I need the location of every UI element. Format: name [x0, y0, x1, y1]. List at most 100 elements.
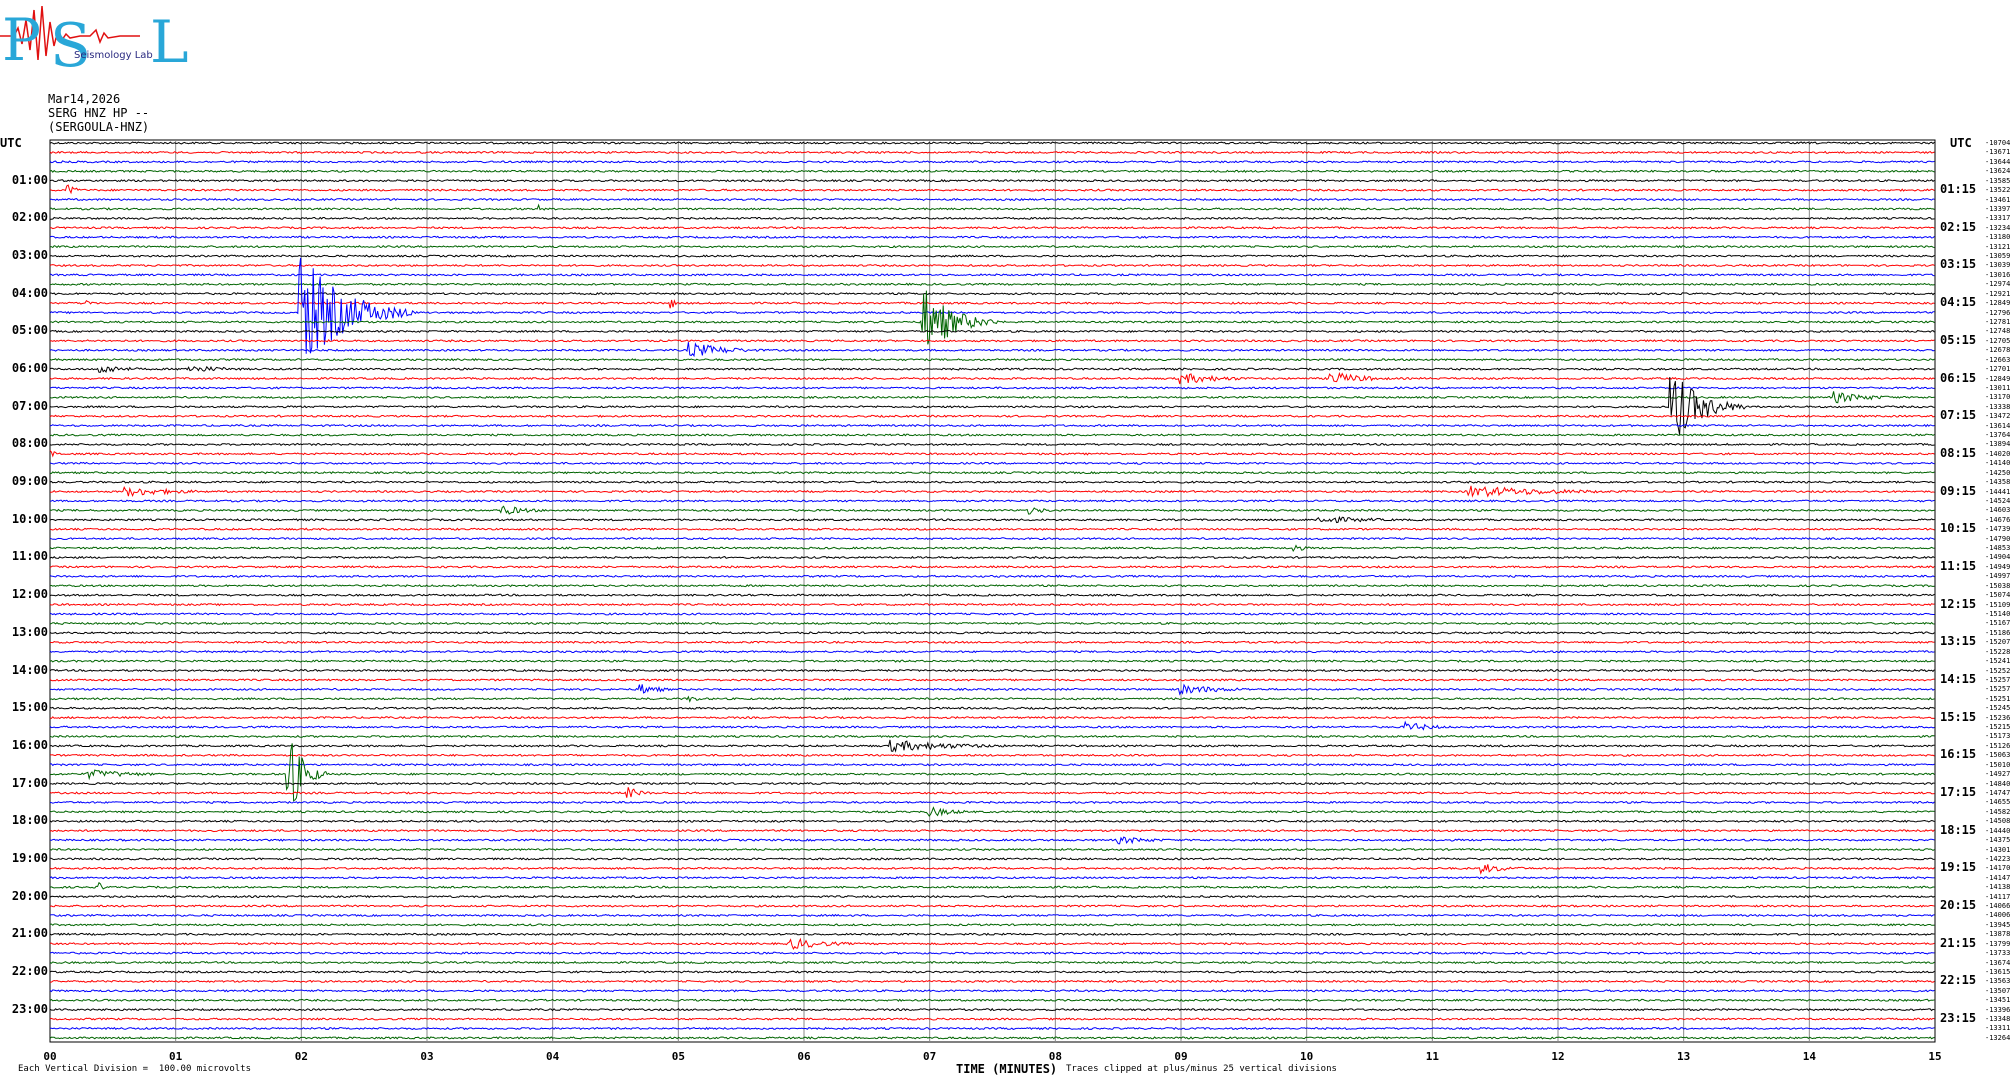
left-hour-tick: 15:00	[11, 700, 48, 715]
trace-row	[49, 290, 1935, 345]
trace-offset-value: -13016	[1985, 270, 2010, 279]
x-tick-label: 10	[1300, 1050, 1314, 1063]
trace-offset-value: -13945	[1985, 920, 2010, 929]
right-hour-tick: 01:15	[1940, 182, 1977, 197]
right-hour-tick: 13:15	[1940, 634, 1977, 649]
trace-row	[49, 371, 1935, 385]
trace-row	[49, 904, 1935, 908]
trace-offset-value: -15215	[1985, 723, 2010, 732]
x-tick-label: 09	[1174, 1050, 1188, 1063]
x-tick-label: 13	[1677, 1050, 1691, 1063]
trace-row	[49, 197, 1935, 202]
trace-row	[49, 235, 1935, 239]
trace-row	[49, 584, 1935, 588]
left-hour-tick: 16:00	[11, 737, 48, 752]
x-tick-label: 07	[923, 1050, 937, 1063]
trace-offset-value: -13264	[1985, 1033, 2010, 1042]
trace-offset-value: -14170	[1985, 864, 2010, 873]
trace-offset-value: -15063	[1985, 751, 2010, 760]
trace-row	[49, 739, 1935, 753]
trace-row	[49, 471, 1935, 475]
trace-offset-value: -13348	[1985, 1015, 2010, 1024]
trace-offset-value: -14375	[1985, 836, 2010, 845]
trace-row	[50, 226, 1935, 230]
trace-row	[49, 951, 1935, 955]
x-tick-label: 15	[1928, 1050, 1942, 1063]
trace-row	[49, 1036, 1935, 1040]
trace-offset-value: -14676	[1985, 515, 2010, 524]
trace-row	[49, 829, 1935, 833]
trace-row	[49, 1007, 1935, 1012]
trace-row	[49, 819, 1935, 823]
trace-offset-value: -13615	[1985, 967, 2010, 976]
trace-row	[49, 537, 1935, 541]
trace-offset-value: -12705	[1985, 336, 2010, 345]
trace-offset-value: -13234	[1985, 223, 2010, 232]
right-hour-tick: 05:15	[1940, 332, 1977, 347]
trace-row	[49, 970, 1935, 974]
trace-offset-value: -14853	[1985, 544, 2010, 553]
x-tick-label: 00	[43, 1050, 57, 1063]
trace-offset-value: -14949	[1985, 562, 2010, 571]
trace-offset-value: -14603	[1985, 506, 2010, 515]
right-hour-tick: 19:15	[1940, 860, 1977, 875]
right-hour-tick: 04:15	[1940, 295, 1977, 310]
trace-offset-value: -15251	[1985, 694, 2010, 703]
x-tick-label: 03	[420, 1050, 434, 1063]
trace-offset-value: -12678	[1985, 346, 2010, 355]
trace-row	[49, 998, 1935, 1002]
trace-row	[49, 433, 1935, 437]
trace-offset-value: -14582	[1985, 807, 2010, 816]
trace-offset-value: -14440	[1985, 826, 2010, 835]
left-hour-tick: 07:00	[11, 398, 48, 413]
trace-row	[49, 169, 1935, 173]
right-hour-tick: 15:15	[1940, 709, 1977, 724]
left-hour-tick: 08:00	[11, 436, 48, 451]
trace-row	[49, 414, 1935, 418]
trace-row	[49, 683, 1935, 696]
trace-offset-value: -14006	[1985, 911, 2010, 920]
trace-offset-value: -14066	[1985, 902, 2010, 911]
trace-row	[49, 753, 1935, 757]
trace-offset-value: -14301	[1985, 845, 2010, 854]
trace-row	[49, 1026, 1935, 1031]
right-hour-tick: 02:15	[1940, 219, 1977, 234]
left-hour-tick: 17:00	[11, 775, 48, 790]
trace-row	[49, 640, 1935, 644]
trace-row	[49, 989, 1935, 993]
vertical-division-note: Each Vertical Division = 100.00 microvol…	[18, 1064, 251, 1074]
trace-row	[49, 386, 1935, 390]
trace-row	[49, 485, 1935, 498]
trace-row	[49, 937, 1935, 950]
trace-row	[49, 150, 1935, 155]
right-hour-tick: 14:15	[1940, 671, 1977, 686]
left-hour-tick: 18:00	[11, 813, 48, 828]
x-axis-label: TIME (MINUTES)	[956, 1062, 1058, 1076]
trace-row	[49, 442, 1935, 447]
trace-offset-value: -13121	[1985, 242, 2010, 251]
trace-row	[49, 515, 1935, 524]
trace-offset-value: -15010	[1985, 760, 2010, 769]
trace-row	[49, 263, 1935, 268]
trace-offset-value: -14441	[1985, 487, 2010, 496]
logo-letter-s: S	[50, 11, 91, 72]
trace-row	[49, 881, 1935, 890]
left-hour-tick: 06:00	[11, 361, 48, 376]
trace-row	[49, 216, 1935, 221]
x-tick-label: 12	[1551, 1050, 1565, 1063]
trace-offset-value: -12663	[1985, 355, 2010, 364]
trace-offset-value: -12796	[1985, 308, 2010, 317]
right-hour-tick: 20:15	[1940, 898, 1977, 913]
trace-offset-value: -14508	[1985, 817, 2010, 826]
trace-offset-value: -12781	[1985, 317, 2010, 326]
logo-subtitle: Seismology Lab	[74, 50, 153, 61]
trace-offset-value: -14997	[1985, 572, 2010, 581]
trace-offset-value: -13878	[1985, 930, 2010, 939]
trace-row	[49, 376, 1935, 435]
trace-offset-value: -14904	[1985, 553, 2010, 562]
trace-offset-value: -15140	[1985, 610, 2010, 618]
left-hour-tick: 12:00	[11, 587, 48, 602]
trace-offset-value: -13180	[1985, 233, 2010, 242]
trace-row	[49, 339, 1935, 343]
trace-row	[49, 593, 1935, 597]
